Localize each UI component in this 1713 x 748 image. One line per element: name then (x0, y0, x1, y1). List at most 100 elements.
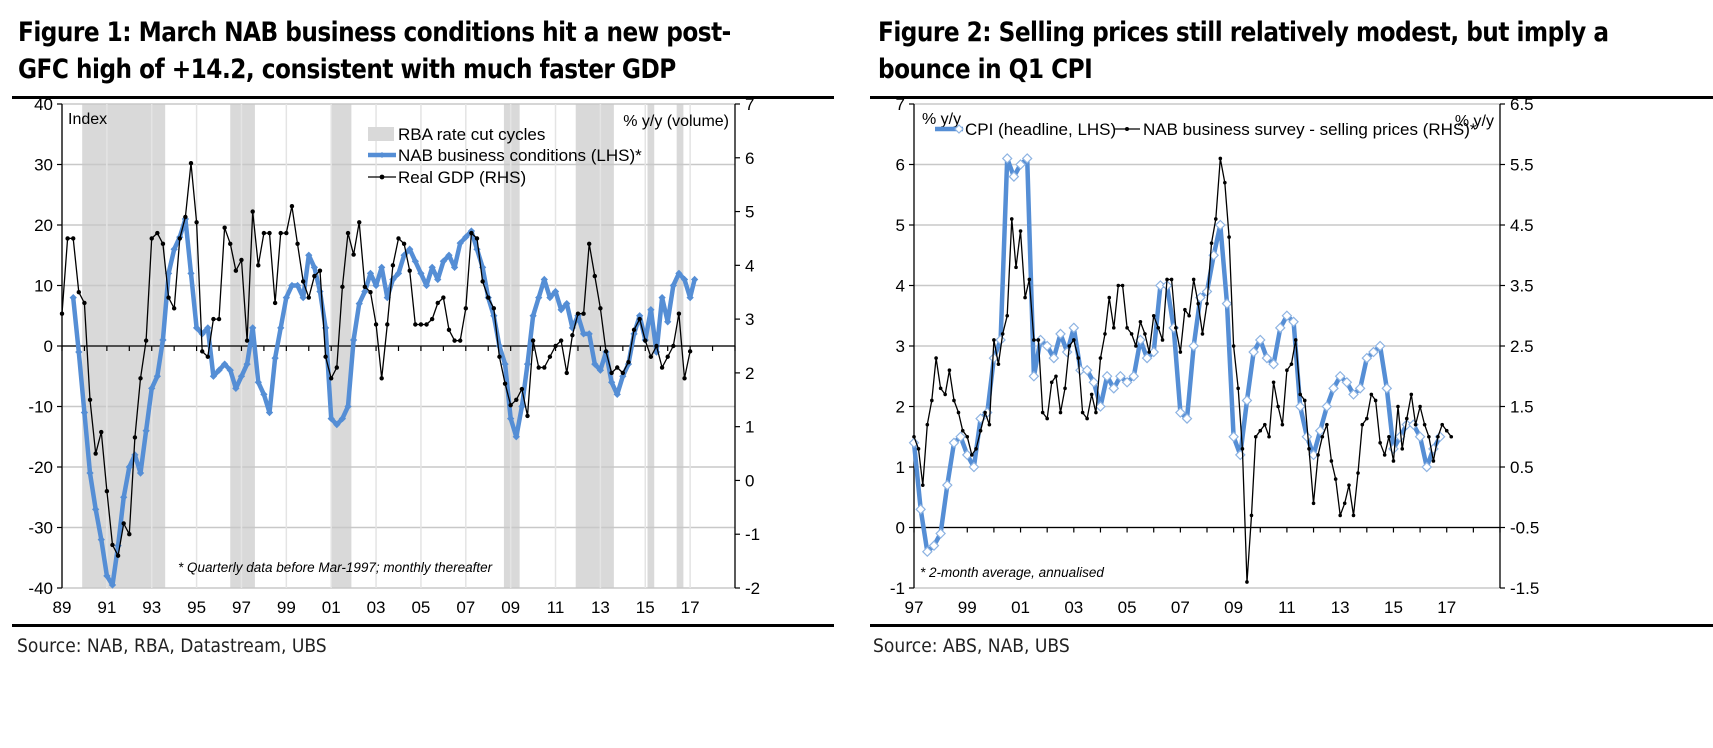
series-point-1 (920, 483, 925, 487)
series-point-0 (1175, 407, 1186, 418)
series-point-0 (563, 300, 571, 308)
series-point-1 (970, 453, 974, 457)
series-point-0 (1121, 376, 1133, 388)
series-point-1 (132, 435, 138, 440)
series-point-0 (1261, 352, 1273, 364)
series-point-0 (579, 330, 588, 338)
series-point-1 (1396, 404, 1400, 409)
series-point-1 (373, 322, 379, 327)
series-point-1 (1365, 416, 1369, 421)
series-point-1 (956, 410, 961, 415)
right-axis-tick-label: -0.5 (1510, 519, 1539, 538)
series-point-1 (474, 236, 480, 241)
series-point-1 (256, 263, 261, 268)
series-point-0 (260, 390, 268, 399)
series-point-1 (115, 553, 121, 558)
series-point-0 (512, 433, 520, 441)
series-point-1 (564, 370, 569, 376)
series-point-1 (1356, 471, 1360, 475)
series-point-0 (417, 269, 425, 278)
series-point-1 (1338, 513, 1342, 518)
series-point-1 (446, 327, 452, 333)
series-point-0 (540, 275, 548, 284)
series-point-0 (383, 293, 391, 302)
series-point-1 (1409, 392, 1414, 397)
series-point-0 (1354, 383, 1366, 394)
series-point-1 (1258, 428, 1263, 433)
series-point-0 (265, 408, 274, 417)
series-point-0 (658, 293, 666, 302)
series-point-1 (553, 343, 558, 349)
series-point-0 (1314, 425, 1326, 437)
series-point-1 (1436, 434, 1440, 439)
series-point-1 (205, 354, 211, 359)
series-point-0 (1348, 389, 1359, 400)
series-point-1 (1427, 434, 1431, 439)
series-point-1 (76, 290, 82, 295)
series-point-0 (1308, 449, 1319, 461)
x-axis-tick-label: 09 (501, 598, 520, 617)
series-point-1 (1089, 392, 1094, 397)
series-point-1 (396, 236, 401, 241)
series-point-0 (591, 360, 599, 368)
series-point-1 (1143, 332, 1147, 336)
series-point-1 (983, 410, 987, 415)
series-point-1 (390, 263, 396, 268)
series-point-1 (71, 236, 76, 241)
series-point-1 (514, 397, 519, 402)
series-point-0 (1028, 370, 1040, 382)
series-point-1 (1147, 350, 1151, 354)
series-point-0 (299, 293, 307, 302)
series-point-1 (1125, 326, 1129, 330)
series-point-1 (1036, 338, 1041, 342)
right-axis-unit-label: % y/y (1455, 113, 1494, 130)
series-point-1 (284, 230, 289, 236)
series-point-0 (1088, 376, 1100, 388)
series-point-1 (1005, 313, 1010, 318)
series-point-1 (1418, 404, 1422, 409)
series-point-1 (385, 322, 390, 327)
series-point-1 (1245, 580, 1249, 584)
series-point-1 (519, 386, 525, 392)
x-axis-tick-label: 17 (681, 598, 700, 617)
series-point-1 (469, 230, 474, 236)
series-point-1 (609, 370, 614, 376)
legend-label-real-gdp: Real GDP (RHS) (398, 168, 526, 187)
series-point-0 (97, 535, 105, 544)
series-point-0 (1148, 346, 1160, 358)
right-axis-tick-label: 6 (745, 149, 754, 168)
series-point-1 (177, 236, 182, 241)
series-point-1 (1187, 313, 1191, 318)
left-axis-tick-label: 0 (44, 337, 53, 356)
series-point-0 (215, 366, 223, 374)
series-point-1 (1063, 386, 1067, 391)
series-point-1 (463, 306, 468, 311)
series-point-0 (1328, 383, 1339, 394)
series-point-1 (542, 365, 547, 370)
series-point-1 (1000, 332, 1005, 336)
series-point-0 (220, 360, 229, 368)
series-point-0 (361, 287, 369, 296)
series-point-1 (1169, 277, 1174, 282)
series-point-0 (136, 469, 145, 477)
series-point-0 (249, 324, 257, 332)
series-point-1 (916, 447, 921, 451)
figure-2-source: Source: ABS, NAB, UBS (873, 635, 1070, 657)
series-point-0 (338, 414, 347, 423)
series-point-1 (457, 338, 463, 343)
series-point-1 (1218, 156, 1223, 161)
figure-1-title-line-1: Figure 1: March NAB business conditions … (18, 17, 731, 48)
series-point-0 (1015, 159, 1026, 170)
series-point-0 (462, 233, 470, 241)
right-axis-tick-label: 3.5 (1510, 277, 1534, 296)
series-point-1 (1293, 338, 1298, 342)
right-axis-tick-label: 5 (745, 203, 754, 222)
series-point-0 (372, 281, 380, 290)
series-point-1 (1329, 459, 1334, 463)
series-point-1 (1027, 277, 1032, 282)
x-axis-tick-label: 11 (1278, 598, 1296, 617)
figure-2-title: Figure 2: Selling prices still relativel… (878, 14, 1609, 88)
series-point-1 (1049, 380, 1054, 385)
left-axis-tick-label: 2 (896, 398, 905, 417)
